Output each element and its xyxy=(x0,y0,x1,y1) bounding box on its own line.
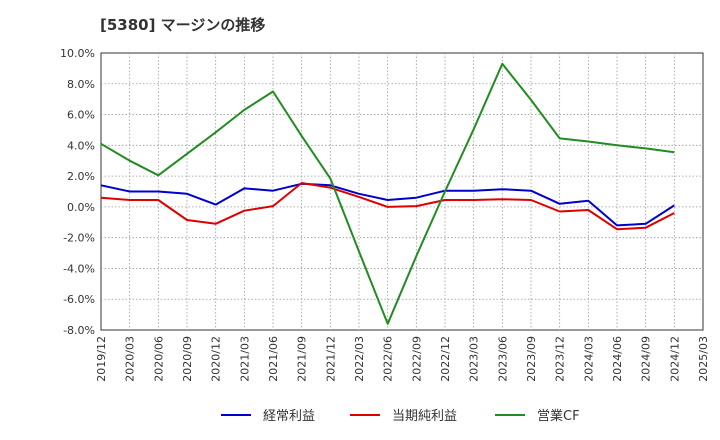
x-tick-label: 2021/06 xyxy=(267,336,280,382)
y-tick-label: -4.0% xyxy=(63,262,95,275)
x-tick-label: 2022/06 xyxy=(382,336,395,382)
x-tick-label: 2024/06 xyxy=(611,336,624,382)
x-tick-label: 2022/09 xyxy=(410,336,423,382)
series-line-1 xyxy=(100,182,675,227)
y-tick-label: -8.0% xyxy=(63,324,95,337)
x-tick-label: 2020/09 xyxy=(181,336,194,382)
series-line-3 xyxy=(100,62,675,325)
legend-label: 当期純利益 xyxy=(392,409,457,424)
y-tick-label: 0.0% xyxy=(67,201,95,214)
plot-area xyxy=(100,52,704,331)
x-tick-label: 2025/03 xyxy=(697,336,710,382)
x-tick-label: 2024/03 xyxy=(582,336,595,382)
y-tick-label: -6.0% xyxy=(63,293,95,306)
x-axis-ticks: 2019/12 2020/03 2020/06 2020/09 2020/12 2021/… xyxy=(95,336,710,382)
y-tick-label: 2.0% xyxy=(67,170,95,183)
x-tick-label: 2021/03 xyxy=(238,336,251,382)
x-tick-label: 2020/06 xyxy=(152,336,165,382)
y-tick-label: 4.0% xyxy=(67,139,95,152)
y-axis-ticks: 10.0% 8.0% 6.0% 4.0% 2.0% 0.0% -2.0% -4.0% -6.0%… xyxy=(60,47,95,337)
y-tick-label: 6.0% xyxy=(67,109,95,122)
y-tick-label: -2.0% xyxy=(63,232,95,245)
chart-title: [5380] マージンの推移 xyxy=(100,16,266,34)
legend-label: 経常利益 xyxy=(263,409,315,424)
y-tick-label: 8.0% xyxy=(67,78,95,91)
x-tick-label: 2023/09 xyxy=(525,336,538,382)
x-tick-label: 2023/12 xyxy=(554,336,567,382)
x-tick-label: 2024/09 xyxy=(640,336,653,382)
x-tick-label: 2019/12 xyxy=(95,336,108,382)
x-tick-label: 2020/03 xyxy=(124,336,137,382)
grid-lines xyxy=(101,53,703,330)
x-tick-label: 2022/03 xyxy=(353,336,366,382)
y-tick-label: 10.0% xyxy=(60,47,95,60)
x-tick-label: 2024/12 xyxy=(668,336,681,382)
x-tick-label: 2021/09 xyxy=(296,336,309,382)
legend-label: 営業CF xyxy=(537,408,580,424)
series-line-2 xyxy=(100,182,675,231)
x-tick-label: 2023/06 xyxy=(496,336,509,382)
x-tick-label: 2020/12 xyxy=(210,336,223,382)
series-lines xyxy=(100,62,675,325)
legend: 経常利益 当期純利益 営業CF xyxy=(221,408,580,424)
x-tick-label: 2022/12 xyxy=(439,336,452,382)
x-tick-label: 2023/03 xyxy=(468,336,481,382)
x-tick-label: 2021/12 xyxy=(324,336,337,382)
